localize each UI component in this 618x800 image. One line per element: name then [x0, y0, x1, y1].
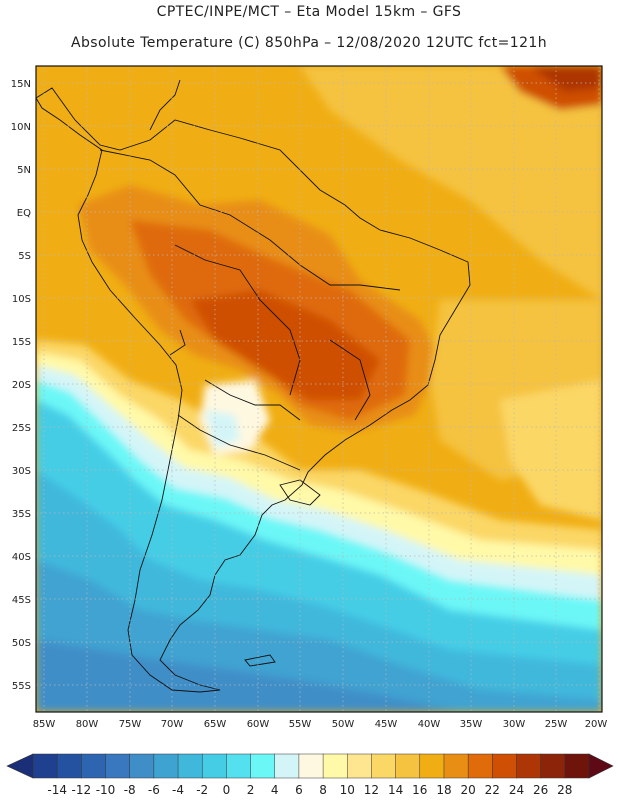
colorbar-swatch — [322, 753, 348, 779]
lat-label: 10S — [12, 294, 31, 305]
colorbar-label: -12 — [72, 783, 92, 797]
colorbar-swatch — [492, 753, 518, 779]
colorbar-label: 18 — [436, 783, 451, 797]
lat-label: 10N — [11, 122, 31, 133]
lon-label: 70W — [161, 719, 184, 730]
colorbar-label: 20 — [460, 783, 475, 797]
coastlines — [36, 79, 471, 693]
colorbar-swatch — [298, 753, 324, 779]
colorbar-swatch — [81, 753, 107, 779]
colorbar-label: -6 — [148, 783, 160, 797]
colorbar-label: 8 — [319, 783, 327, 797]
lon-axis: 85W 80W 75W 70W 65W 60W 55W 50W 45W 40W … — [33, 719, 608, 730]
colorbar-label: 14 — [388, 783, 403, 797]
colorbar-label: -4 — [172, 783, 184, 797]
colorbar-label: 4 — [271, 783, 279, 797]
colorbar-label: -14 — [47, 783, 67, 797]
colorbar-min-arrow — [6, 753, 34, 779]
colorbar-swatch — [274, 753, 300, 779]
colorbar-swatch — [467, 753, 493, 779]
colorbar-label: 26 — [533, 783, 548, 797]
lat-label: 25S — [12, 423, 31, 434]
lon-label: 20W — [585, 719, 608, 730]
colorbar-label: 12 — [364, 783, 379, 797]
lat-label: 35S — [12, 509, 31, 520]
lon-label: 25W — [545, 719, 568, 730]
colorbar-swatch — [226, 753, 252, 779]
colorbar-swatch — [177, 753, 203, 779]
temperature-field — [36, 66, 602, 712]
lat-axis: 15N 10N 5N EQ 5S 10S 15S 20S 25S 30S 35S… — [11, 79, 31, 692]
lon-label: 35W — [460, 719, 483, 730]
colorbar-swatch — [540, 753, 566, 779]
colorbar-swatch — [56, 753, 82, 779]
lat-label: EQ — [17, 208, 31, 219]
lat-label: 15N — [11, 79, 31, 90]
colorbar-swatch — [32, 753, 58, 779]
colorbar-swatch — [250, 753, 276, 779]
colorbar-label: 22 — [485, 783, 500, 797]
lat-label: 50S — [12, 638, 31, 649]
colorbar-label: 0 — [223, 783, 231, 797]
colorbar-label: 24 — [509, 783, 524, 797]
lon-label: 45W — [375, 719, 398, 730]
colorbar-swatch — [347, 753, 372, 779]
colorbar-label: 6 — [295, 783, 303, 797]
colorbar-swatch — [564, 753, 590, 779]
colorbar-swatch — [201, 753, 227, 779]
lat-label: 5N — [17, 165, 31, 176]
colorbar-label: -10 — [96, 783, 116, 797]
chart-title-line1: CPTEC/INPE/MCT – Eta Model 15km – GFS — [156, 4, 462, 20]
lon-label: 30W — [503, 719, 526, 730]
lon-label: 75W — [119, 719, 142, 730]
colorbar: -14 -12 -10 -8 -6 -4 -2 0 2 4 6 8 10 12 14 16 18 20 22 24 26… — [6, 753, 614, 797]
chart-title-line2: Absolute Temperature (C) 850hPa – 12/08/… — [70, 35, 547, 51]
lon-label: 85W — [33, 719, 56, 730]
colorbar-swatch — [516, 753, 542, 779]
colorbar-label: -2 — [196, 783, 208, 797]
lon-label: 80W — [76, 719, 99, 730]
colorbar-label: 10 — [340, 783, 355, 797]
colorbar-swatch — [129, 753, 155, 779]
lat-label: 40S — [12, 552, 31, 563]
lon-label: 50W — [332, 719, 355, 730]
map-frame — [35, 65, 603, 713]
colorbar-swatch — [395, 753, 421, 779]
colorbar-swatch — [153, 753, 179, 779]
lat-label: 55S — [12, 681, 31, 692]
lon-label: 40W — [418, 719, 441, 730]
colorbar-label: -8 — [124, 783, 136, 797]
lat-label: 5S — [18, 251, 31, 262]
colorbar-swatch — [371, 753, 397, 779]
lat-label: 45S — [12, 595, 31, 606]
colorbar-swatch — [443, 753, 469, 779]
lat-label: 15S — [12, 337, 31, 348]
lat-label: 30S — [12, 466, 31, 477]
lon-label: 60W — [247, 719, 270, 730]
lon-label: 65W — [204, 719, 227, 730]
lon-label: 55W — [289, 719, 312, 730]
colorbar-label: 28 — [557, 783, 572, 797]
colorbar-label: 16 — [412, 783, 427, 797]
colorbar-swatch — [419, 753, 445, 779]
lat-label: 20S — [12, 380, 31, 391]
colorbar-max-arrow — [588, 753, 614, 779]
colorbar-label: 2 — [247, 783, 255, 797]
colorbar-swatch — [105, 753, 131, 779]
